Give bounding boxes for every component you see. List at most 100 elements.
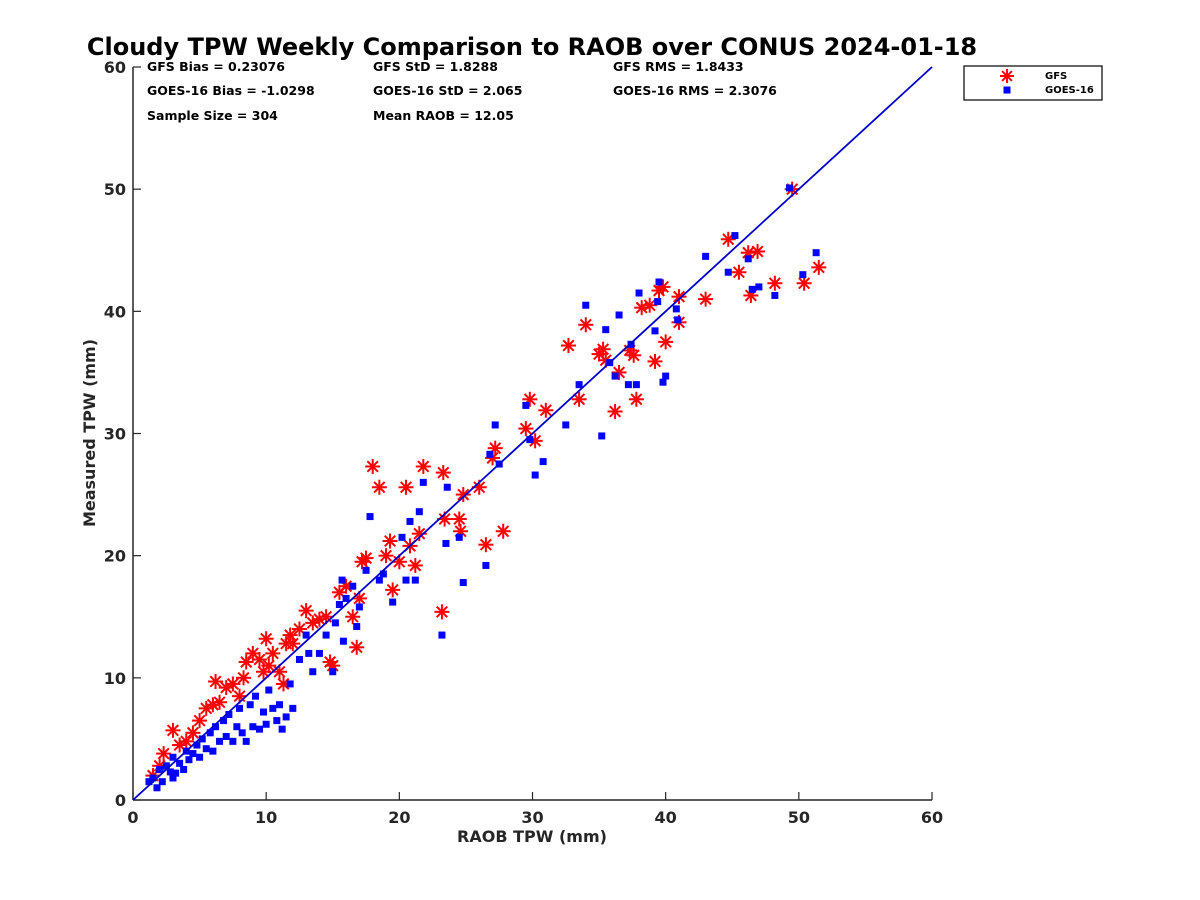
goes-point: [812, 249, 820, 257]
stats-block: GFS Bias = 0.23076 GFS StD = 1.8288 GFS …: [147, 59, 777, 123]
goes-point: [522, 401, 530, 409]
goes-point: [172, 769, 180, 777]
goes-point: [562, 421, 570, 429]
gfs-point: [642, 297, 658, 313]
goes-point: [651, 327, 659, 335]
goes-point: [335, 601, 343, 609]
goes-point: [491, 421, 499, 429]
gfs-point: [415, 458, 431, 474]
gfs-point: [378, 548, 394, 564]
goes-point: [672, 305, 680, 313]
gfs-point: [698, 291, 714, 307]
gfs-point: [205, 697, 221, 713]
goes-point: [212, 723, 220, 731]
gfs-point: [626, 347, 642, 363]
goes-point: [786, 184, 794, 192]
goes-point: [269, 704, 277, 712]
goes-point: [598, 432, 606, 440]
gfs-point: [560, 338, 576, 354]
gfs-point: [571, 391, 587, 407]
goes-point: [260, 708, 268, 716]
goes-point: [302, 631, 310, 639]
stat-goes-rms: GOES-16 RMS = 2.3076: [613, 83, 777, 98]
gfs-point: [208, 673, 224, 689]
goes-point: [415, 508, 423, 516]
goes-point: [702, 252, 710, 260]
one-to-one-line: [132, 66, 933, 801]
gfs-point: [298, 603, 314, 619]
gfs-point: [371, 479, 387, 495]
chart-title: Cloudy TPW Weekly Comparison to RAOB ove…: [87, 33, 977, 61]
gfs-point: [258, 631, 274, 647]
goes-point: [349, 582, 357, 590]
goes-point: [744, 255, 752, 263]
y-tick-label: 50: [104, 180, 126, 199]
legend: GFS GOES-16: [963, 65, 1103, 101]
gfs-point: [212, 694, 228, 710]
goes-point: [748, 285, 756, 293]
goes-point: [322, 631, 330, 639]
stat-gfs-bias: GFS Bias = 0.23076: [147, 59, 285, 74]
gfs-point: [185, 725, 201, 741]
goes-point: [202, 745, 210, 753]
gfs-point: [578, 317, 594, 333]
data-points: [132, 66, 933, 801]
x-tick-label: 30: [521, 808, 543, 827]
goes-point: [771, 291, 779, 299]
goes-point: [731, 232, 739, 240]
axes: [132, 66, 933, 801]
y-axis-label: Measured TPW (mm): [80, 339, 99, 527]
goes-point: [339, 637, 347, 645]
goes-point: [353, 623, 361, 631]
goes-point: [273, 717, 281, 725]
stat-mean-raob: Mean RAOB = 12.05: [373, 108, 514, 123]
goes-point: [233, 723, 241, 731]
goes-point: [236, 704, 244, 712]
goes-point: [169, 774, 177, 782]
goes-point: [398, 533, 406, 541]
x-axis-label: RAOB TPW (mm): [457, 827, 607, 846]
gfs-point: [365, 458, 381, 474]
goes-point: [275, 701, 283, 709]
goes-point: [379, 570, 387, 578]
legend-label-goes: GOES-16: [1045, 85, 1094, 96]
goes-point: [419, 478, 427, 486]
gfs-point: [595, 341, 611, 357]
gfs-point: [647, 353, 663, 369]
goes-point: [145, 778, 153, 786]
goes-point: [238, 729, 246, 737]
goes-point: [443, 483, 451, 491]
gfs-point: [398, 479, 414, 495]
gfs-point: [435, 465, 451, 481]
goes-point: [198, 735, 206, 743]
goes-point: [611, 372, 619, 380]
gfs-point: [628, 391, 644, 407]
goes-point: [196, 753, 204, 761]
goes-point: [256, 725, 264, 733]
gfs-point: [265, 645, 281, 661]
legend-goes-marker: [1003, 86, 1011, 94]
goes-point: [331, 619, 339, 627]
y-tick-label: 0: [115, 791, 126, 810]
goes-point: [329, 668, 337, 676]
goes-point: [402, 576, 410, 584]
goes-point: [482, 561, 490, 569]
gfs-point: [434, 604, 450, 620]
gfs-point: [731, 264, 747, 280]
goes-point: [531, 471, 539, 479]
gfs-point: [218, 680, 234, 696]
goes-point: [362, 566, 370, 574]
gfs-point: [382, 533, 398, 549]
goes-point: [338, 576, 346, 584]
goes-point: [249, 723, 257, 731]
goes-point: [216, 737, 224, 745]
legend-gfs-asterisk: [1000, 69, 1014, 83]
stat-goes-std: GOES-16 StD = 2.065: [373, 83, 522, 98]
gfs-point: [156, 746, 172, 762]
goes-point: [180, 765, 188, 773]
goes-point: [166, 768, 174, 776]
x-tick-label: 20: [388, 808, 410, 827]
goes-point: [575, 381, 583, 389]
legend-box: [963, 65, 1103, 101]
gfs-point: [750, 243, 766, 259]
